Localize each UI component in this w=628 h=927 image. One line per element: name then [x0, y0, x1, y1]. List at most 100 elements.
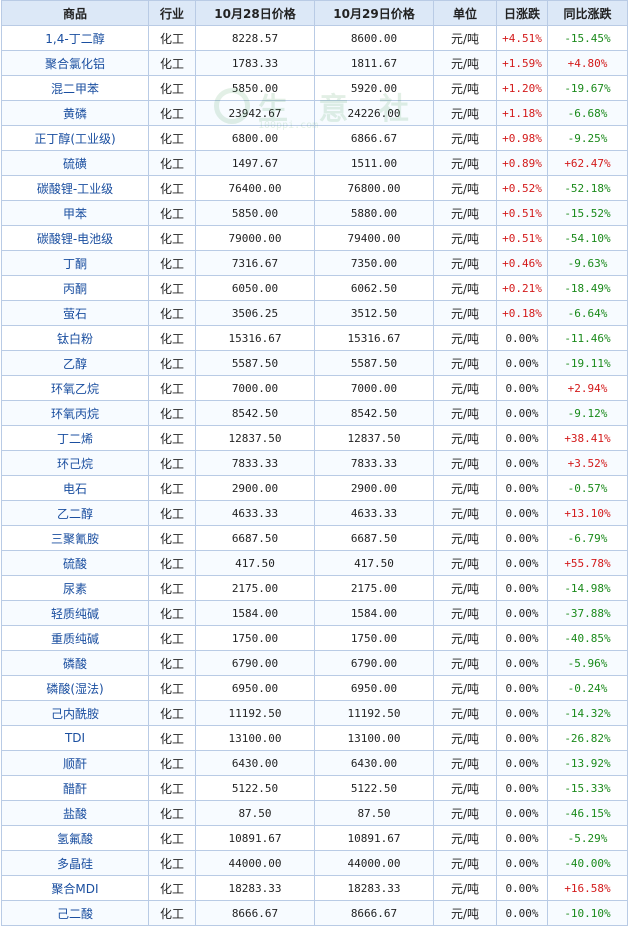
industry: 化工 [148, 375, 196, 401]
unit: 元/吨 [433, 650, 497, 676]
table-row: 三聚氰胺 化工 6687.50 6687.50 元/吨 0.00% -6.79% [1, 525, 628, 551]
product-name[interactable]: 环氧丙烷 [1, 400, 149, 426]
daily-change: +0.98% [496, 125, 548, 151]
industry: 化工 [148, 200, 196, 226]
table-row: 己二酸 化工 8666.67 8666.67 元/吨 0.00% -10.10% [1, 900, 628, 926]
unit: 元/吨 [433, 750, 497, 776]
price-oct29: 11192.50 [314, 700, 434, 726]
product-name[interactable]: 磷酸(湿法) [1, 675, 149, 701]
yoy-change: +2.94% [547, 375, 628, 401]
product-name[interactable]: 三聚氰胺 [1, 525, 149, 551]
product-name[interactable]: 轻质纯碱 [1, 600, 149, 626]
price-oct28: 4633.33 [195, 500, 315, 526]
yoy-change: -18.49% [547, 275, 628, 301]
unit: 元/吨 [433, 350, 497, 376]
product-name[interactable]: 环己烷 [1, 450, 149, 476]
product-name[interactable]: 己二酸 [1, 900, 149, 926]
yoy-change: -19.67% [547, 75, 628, 101]
price-oct29: 6866.67 [314, 125, 434, 151]
price-oct29: 13100.00 [314, 725, 434, 751]
price-oct28: 1497.67 [195, 150, 315, 176]
price-oct29: 6430.00 [314, 750, 434, 776]
daily-change: 0.00% [496, 450, 548, 476]
product-name[interactable]: 硫酸 [1, 550, 149, 576]
product-name[interactable]: 丙酮 [1, 275, 149, 301]
price-oct29: 7833.33 [314, 450, 434, 476]
product-name[interactable]: 醋酐 [1, 775, 149, 801]
price-oct28: 13100.00 [195, 725, 315, 751]
price-oct28: 1584.00 [195, 600, 315, 626]
unit: 元/吨 [433, 75, 497, 101]
product-name[interactable]: 钛白粉 [1, 325, 149, 351]
product-name[interactable]: 1,4-丁二醇 [1, 25, 149, 51]
unit: 元/吨 [433, 25, 497, 51]
daily-change: +0.89% [496, 150, 548, 176]
price-oct28: 23942.67 [195, 100, 315, 126]
product-name[interactable]: 黄磷 [1, 100, 149, 126]
product-name[interactable]: 顺酐 [1, 750, 149, 776]
product-name[interactable]: TDI [1, 725, 149, 751]
product-name[interactable]: 盐酸 [1, 800, 149, 826]
price-oct28: 87.50 [195, 800, 315, 826]
product-name[interactable]: 乙醇 [1, 350, 149, 376]
product-name[interactable]: 聚合氯化铝 [1, 50, 149, 76]
unit: 元/吨 [433, 375, 497, 401]
industry: 化工 [148, 225, 196, 251]
yoy-change: -0.24% [547, 675, 628, 701]
price-oct28: 7833.33 [195, 450, 315, 476]
unit: 元/吨 [433, 400, 497, 426]
unit: 元/吨 [433, 875, 497, 901]
daily-change: +0.51% [496, 200, 548, 226]
price-oct28: 2900.00 [195, 475, 315, 501]
unit: 元/吨 [433, 800, 497, 826]
product-name[interactable]: 磷酸 [1, 650, 149, 676]
industry: 化工 [148, 600, 196, 626]
product-name[interactable]: 硫磺 [1, 150, 149, 176]
product-name[interactable]: 正丁醇(工业级) [1, 125, 149, 151]
product-name[interactable]: 丁酮 [1, 250, 149, 276]
product-name[interactable]: 乙二醇 [1, 500, 149, 526]
product-name[interactable]: 甲苯 [1, 200, 149, 226]
industry: 化工 [148, 75, 196, 101]
product-name[interactable]: 电石 [1, 475, 149, 501]
price-oct28: 79000.00 [195, 225, 315, 251]
table-row: 黄磷 化工 23942.67 24226.00 元/吨 +1.18% -6.68% [1, 100, 628, 126]
industry: 化工 [148, 625, 196, 651]
table-row: 混二甲苯 化工 5850.00 5920.00 元/吨 +1.20% -19.67% [1, 75, 628, 101]
product-name[interactable]: 混二甲苯 [1, 75, 149, 101]
industry: 化工 [148, 675, 196, 701]
unit: 元/吨 [433, 625, 497, 651]
price-oct29: 6687.50 [314, 525, 434, 551]
product-name[interactable]: 丁二烯 [1, 425, 149, 451]
yoy-change: -9.63% [547, 250, 628, 276]
product-name[interactable]: 环氧乙烷 [1, 375, 149, 401]
daily-change: 0.00% [496, 550, 548, 576]
product-name[interactable]: 氢氟酸 [1, 825, 149, 851]
table-row: 环氧丙烷 化工 8542.50 8542.50 元/吨 0.00% -9.12% [1, 400, 628, 426]
table-row: 环氧乙烷 化工 7000.00 7000.00 元/吨 0.00% +2.94% [1, 375, 628, 401]
product-name[interactable]: 多晶硅 [1, 850, 149, 876]
product-name[interactable]: 己内酰胺 [1, 700, 149, 726]
industry: 化工 [148, 850, 196, 876]
daily-change: 0.00% [496, 650, 548, 676]
industry: 化工 [148, 525, 196, 551]
unit: 元/吨 [433, 775, 497, 801]
table-row: TDI 化工 13100.00 13100.00 元/吨 0.00% -26.82% [1, 725, 628, 751]
price-oct29: 5122.50 [314, 775, 434, 801]
table-row: 磷酸 化工 6790.00 6790.00 元/吨 0.00% -5.96% [1, 650, 628, 676]
product-name[interactable]: 重质纯碱 [1, 625, 149, 651]
product-name[interactable]: 聚合MDI [1, 875, 149, 901]
product-name[interactable]: 萤石 [1, 300, 149, 326]
price-oct29: 24226.00 [314, 100, 434, 126]
product-name[interactable]: 尿素 [1, 575, 149, 601]
daily-change: 0.00% [496, 350, 548, 376]
product-name[interactable]: 碳酸锂-工业级 [1, 175, 149, 201]
product-name[interactable]: 碳酸锂-电池级 [1, 225, 149, 251]
unit: 元/吨 [433, 900, 497, 926]
price-oct29: 79400.00 [314, 225, 434, 251]
yoy-change: -5.29% [547, 825, 628, 851]
table-row: 碳酸锂-工业级 化工 76400.00 76800.00 元/吨 +0.52% -52.18… [1, 175, 628, 201]
unit: 元/吨 [433, 125, 497, 151]
daily-change: +1.59% [496, 50, 548, 76]
price-oct29: 15316.67 [314, 325, 434, 351]
